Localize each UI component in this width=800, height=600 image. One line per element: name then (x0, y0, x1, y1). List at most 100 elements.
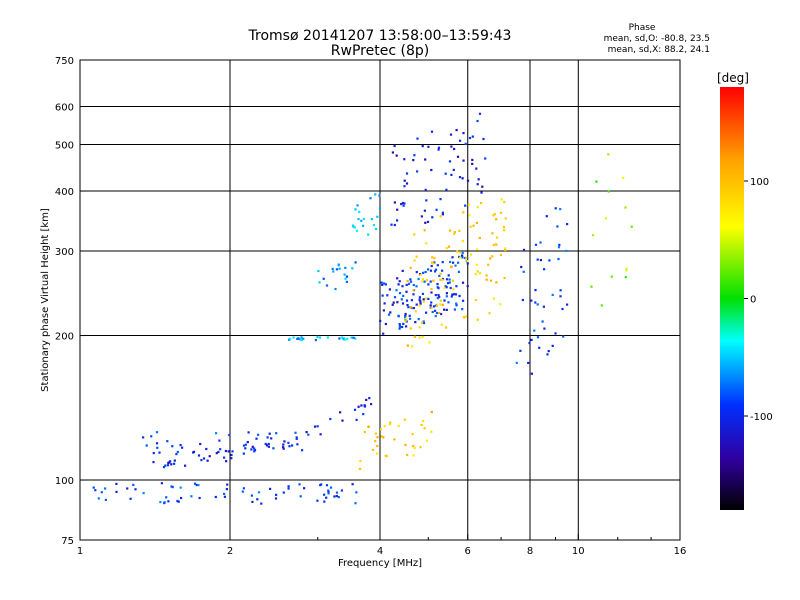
data-point (492, 297, 495, 300)
data-point (515, 361, 518, 364)
data-point (445, 188, 448, 191)
data-point (439, 278, 442, 281)
data-point (440, 312, 443, 316)
data-point (485, 278, 488, 281)
data-point (478, 112, 482, 115)
data-point (175, 453, 178, 456)
data-point (164, 464, 167, 467)
data-point (337, 263, 340, 266)
grid-layer (80, 60, 680, 540)
data-point (219, 448, 222, 451)
data-point (326, 336, 329, 339)
data-point (412, 454, 415, 457)
colorbar-ticks-layer: 100 0 -100 (744, 177, 773, 423)
data-point (431, 261, 434, 264)
data-point (422, 320, 425, 323)
data-point (543, 268, 546, 271)
data-point (384, 322, 387, 326)
data-point (418, 296, 421, 299)
data-point (297, 337, 300, 340)
data-point (316, 335, 319, 338)
data-point (390, 223, 393, 226)
data-point (404, 319, 407, 323)
data-point (253, 448, 257, 452)
data-point (382, 309, 385, 312)
data-point (380, 281, 383, 284)
data-point (269, 487, 272, 490)
data-point (495, 243, 498, 246)
data-point (409, 266, 412, 269)
data-point (434, 270, 437, 273)
data-point (104, 498, 107, 501)
data-point (155, 442, 159, 445)
data-point (542, 305, 545, 308)
data-point (415, 285, 418, 288)
data-point (251, 500, 254, 503)
data-point (401, 269, 404, 272)
data-point (152, 461, 155, 464)
data-point (288, 445, 291, 448)
data-point (458, 251, 462, 254)
y-tick-label: 600 (55, 103, 74, 114)
data-point (224, 449, 227, 453)
data-point (503, 200, 506, 204)
data-point (367, 425, 370, 428)
axis-ticks-layer: 1 2 4 6 8 10 16 75 100 200 300 400 500 600 750 (55, 56, 686, 557)
data-point (536, 303, 539, 306)
data-point (265, 444, 269, 447)
data-point (502, 225, 505, 229)
data-point (176, 499, 179, 503)
data-point (393, 296, 397, 299)
data-point (387, 313, 391, 316)
data-point (318, 336, 322, 339)
data-point (435, 311, 439, 315)
data-point (412, 293, 415, 296)
data-point (482, 137, 485, 141)
data-point (559, 208, 562, 211)
data-point (409, 317, 412, 320)
data-point (450, 145, 453, 148)
data-point (427, 297, 430, 300)
data-point (543, 327, 546, 330)
data-point (462, 132, 465, 135)
data-point (436, 264, 439, 267)
data-point (340, 336, 343, 339)
data-point (287, 485, 290, 488)
data-point (430, 301, 433, 304)
data-point (418, 336, 421, 339)
data-point (391, 303, 394, 306)
data-point (404, 316, 407, 319)
data-point (250, 494, 253, 497)
data-point (472, 224, 475, 227)
data-point (287, 487, 290, 490)
data-point (115, 482, 118, 485)
phase-stats-x: mean, sd,X: 88.2, 24.1 (608, 45, 710, 55)
data-point (289, 337, 292, 340)
data-point (595, 180, 598, 183)
data-point (398, 327, 401, 330)
data-point (406, 279, 409, 283)
data-point (402, 322, 405, 325)
data-point (451, 279, 454, 282)
data-point (478, 236, 481, 240)
data-point (418, 326, 421, 329)
data-point (389, 421, 392, 424)
data-point (354, 502, 357, 505)
data-point (295, 437, 298, 440)
data-point (453, 231, 456, 234)
data-point (345, 275, 349, 278)
data-point (557, 257, 560, 261)
data-point (412, 445, 415, 448)
data-point (475, 263, 478, 266)
data-point (158, 451, 161, 454)
data-point (439, 198, 442, 201)
data-point (192, 450, 196, 453)
data-point (344, 266, 347, 269)
data-point (415, 303, 418, 306)
data-point (405, 290, 408, 293)
data-point (409, 306, 412, 309)
data-point (420, 215, 423, 218)
data-point (331, 267, 334, 271)
data-point (430, 130, 434, 133)
